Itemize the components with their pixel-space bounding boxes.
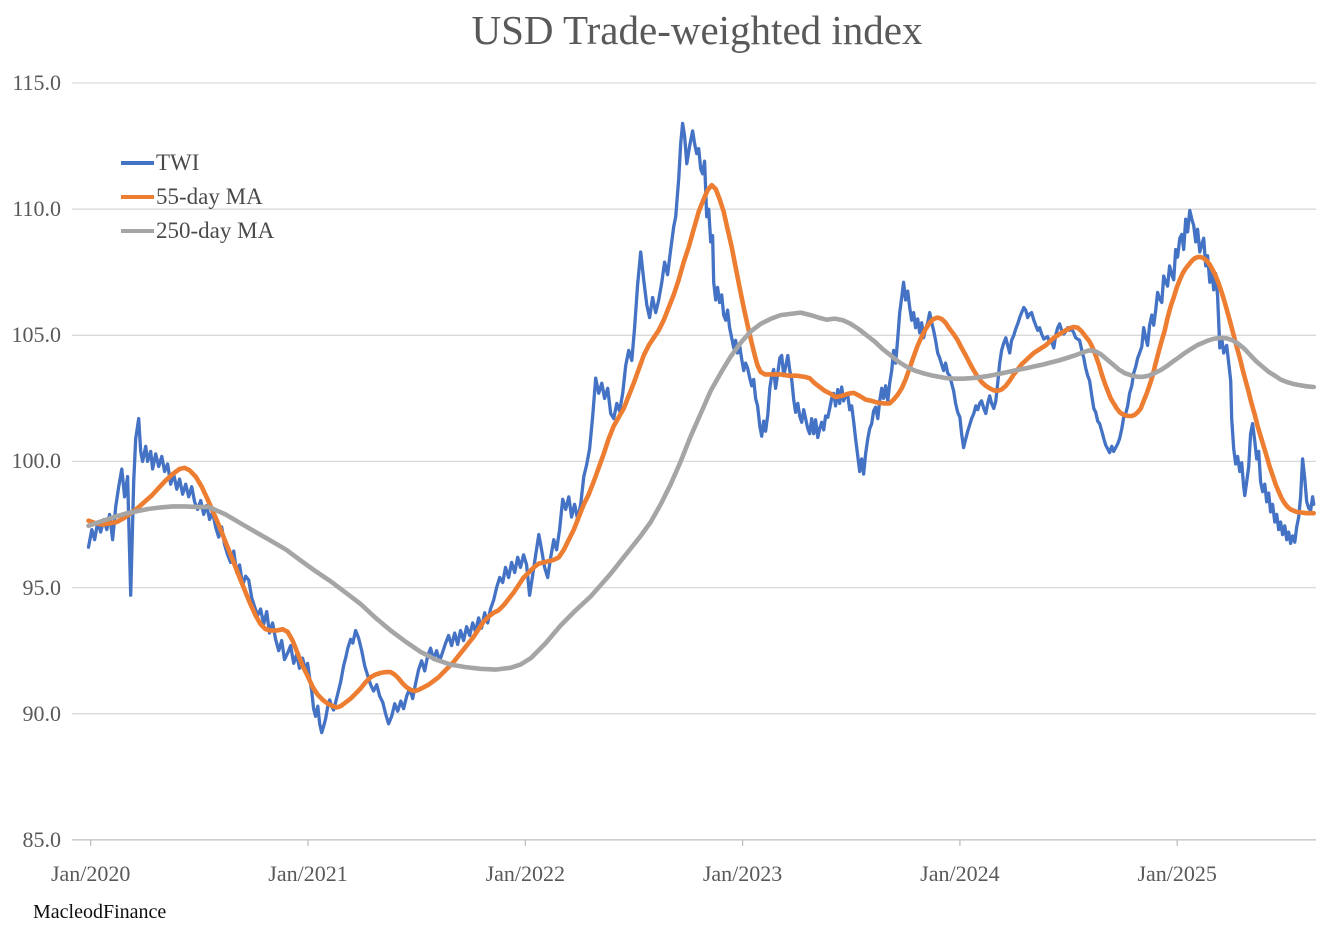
legend-item-250day-ma: 250-day MA xyxy=(121,214,274,248)
legend-swatch-250day-ma xyxy=(121,229,154,233)
x-tick-label: Jan/2020 xyxy=(50,861,131,886)
legend-item-55day-ma: 55-day MA xyxy=(121,180,274,214)
legend-label-55day-ma: 55-day MA xyxy=(156,184,263,209)
x-tick-label: Jan/2022 xyxy=(485,861,566,886)
y-tick-label: 90.0 xyxy=(22,700,62,726)
legend-swatch-twi xyxy=(121,161,154,165)
chart-title: USD Trade-weighted index xyxy=(471,7,923,53)
legend-label-twi: TWI xyxy=(156,150,200,175)
legend-label-250day-ma: 250-day MA xyxy=(156,218,275,243)
x-tick-label: Jan/2025 xyxy=(1137,861,1217,886)
y-tick-label: 95.0 xyxy=(22,574,62,600)
y-tick-label: 110.0 xyxy=(12,196,61,222)
source-note: MacleodFinance xyxy=(33,901,167,923)
x-tick-label: Jan/2024 xyxy=(920,861,1000,886)
y-tick-label: 85.0 xyxy=(22,826,62,852)
legend: TWI 55-day MA 250-day MA xyxy=(121,146,274,248)
y-tick-label: 115.0 xyxy=(12,70,61,95)
y-tick-label: 100.0 xyxy=(11,448,62,474)
y-tick-label: 105.0 xyxy=(11,322,62,348)
x-tick-label: Jan/2021 xyxy=(268,861,348,886)
legend-swatch-55day-ma xyxy=(121,195,154,199)
x-tick-label: Jan/2023 xyxy=(702,861,783,886)
legend-item-twi: TWI xyxy=(121,146,274,180)
